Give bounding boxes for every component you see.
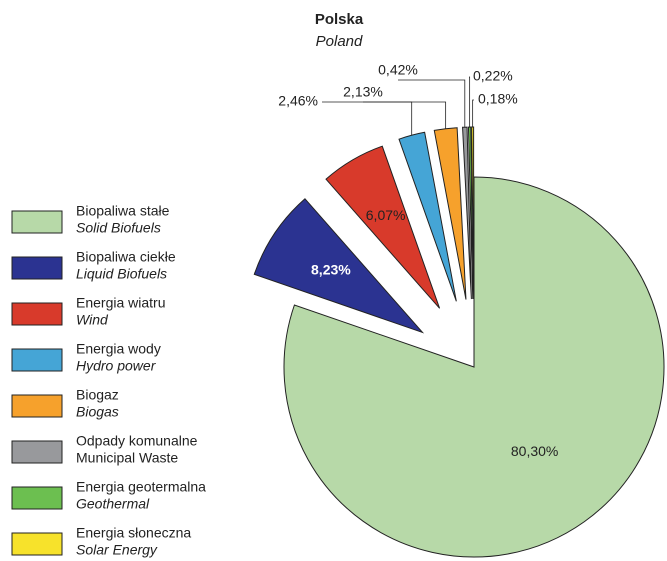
legend-label: Odpady komunalne [76, 433, 198, 449]
leader-line [472, 99, 474, 128]
data-label: 0,18% [478, 91, 518, 107]
pie-slice [253, 198, 425, 334]
legend-label: Biopaliwa stałe [76, 203, 170, 219]
pie-slice [325, 145, 441, 309]
data-label: 2,46% [278, 93, 318, 109]
pie-slice [467, 126, 474, 300]
data-label: 0,22% [473, 68, 513, 84]
leader-line [363, 101, 447, 129]
legend-label-en: Solid Biofuels [76, 220, 161, 236]
legend-label: Biogaz [76, 387, 119, 403]
chart-subtitle: Poland [316, 33, 363, 50]
legend-label: Energia wody [76, 341, 161, 357]
legend-swatch [11, 348, 63, 372]
legend-label-en: Hydro power [76, 358, 157, 374]
legend-swatch [11, 440, 63, 464]
data-label: 8,23% [311, 262, 351, 278]
data-label: 0,42% [378, 62, 418, 78]
chart-title: Polska [315, 11, 364, 28]
legend-label-en: Geothermal [76, 496, 150, 512]
legend-swatch [11, 394, 63, 418]
legend-swatch [11, 532, 63, 556]
data-label: 6,07% [366, 207, 406, 223]
leader-line [322, 101, 413, 136]
leader-line [398, 79, 466, 128]
leader-line [469, 76, 471, 128]
legend-label-en: Solar Energy [76, 542, 158, 558]
pie-slice [283, 176, 665, 558]
pie-slice [398, 131, 457, 302]
legend-label: Energia geotermalna [76, 479, 206, 495]
legend-swatch [11, 486, 63, 510]
legend-swatch [11, 302, 63, 326]
legend-label-en: Liquid Biofuels [76, 266, 167, 282]
legend-label-en: Wind [76, 312, 109, 328]
legend-label: Biopaliwa ciekłe [76, 249, 176, 265]
legend-swatch [11, 256, 63, 280]
legend-label: Energia wiatru [76, 295, 166, 311]
legend-label: Energia słoneczna [76, 525, 191, 541]
legend-label-en: Biogas [76, 404, 119, 420]
data-label: 80,30% [511, 443, 558, 459]
legend-label-en: Municipal Waste [76, 450, 178, 466]
data-label: 2,13% [343, 84, 383, 100]
legend-swatch [11, 210, 63, 234]
